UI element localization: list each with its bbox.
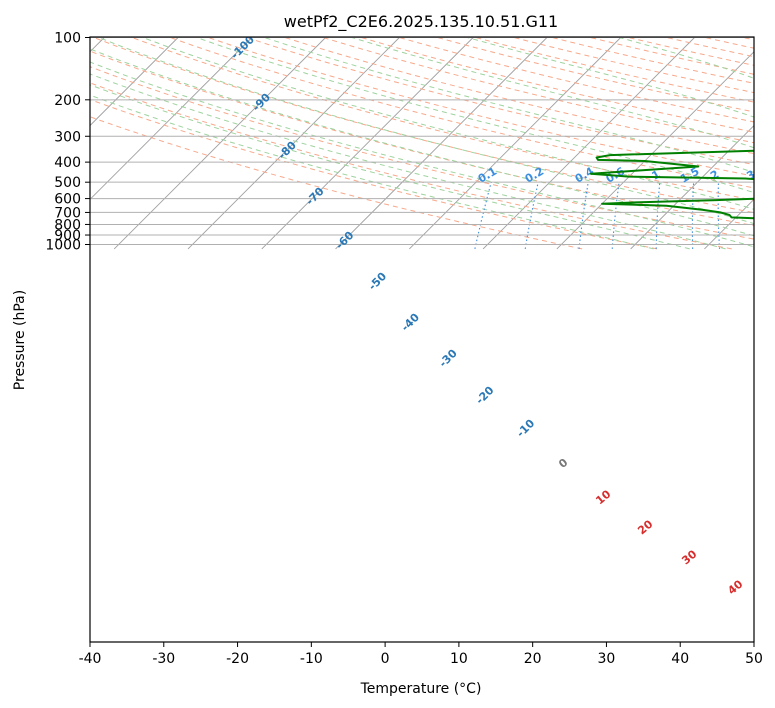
dry-adiabat-line [131, 37, 754, 201]
moist-adiabat-line [98, 37, 754, 225]
dry-adiabat-label: 20 [635, 517, 655, 537]
mixing-ratio-label: 3 [744, 168, 757, 183]
plot-frame [89, 36, 755, 643]
x-tick-label: 40 [671, 651, 689, 667]
background-lines [0, 37, 759, 250]
moist-adiabat-line [90, 94, 654, 250]
dry-adiabat-line [90, 99, 658, 250]
moist-adiabat-line [90, 73, 726, 250]
pressure-gridlines [90, 37, 754, 245]
chart-title: wetPf2_C2E6.2025.135.10.51.G11 [284, 12, 558, 32]
dry-adiabat-line [170, 37, 754, 189]
isotherm-line [704, 198, 754, 250]
y-tick-label: 300 [54, 129, 81, 145]
x-tick-label: 0 [381, 651, 390, 667]
isotherm-label: -60 [333, 228, 356, 251]
dry-adiabat-label: 10 [593, 487, 613, 507]
isotherm-line [630, 124, 754, 250]
isotherm-line [0, 38, 31, 249]
dry-adiabat-line [322, 37, 754, 144]
x-tick-label: -20 [226, 651, 249, 667]
moist-adiabat-line [142, 37, 754, 210]
mixing-ratio-line [691, 182, 695, 249]
isotherm-line [335, 37, 548, 250]
x-tick-label: -40 [79, 651, 102, 667]
x-tick-label: -10 [300, 651, 323, 667]
mixing-ratio-line [611, 182, 620, 249]
y-tick-label: 200 [54, 93, 81, 109]
mixing-ratio-line [474, 182, 492, 250]
dry-adiabat-line [93, 37, 754, 214]
isotherm-line [113, 37, 326, 250]
y-tick-label: 800 [54, 217, 81, 233]
isotherm-label: -50 [366, 269, 389, 292]
moist-adiabat-line [90, 84, 690, 250]
dewpoint-profile [589, 149, 754, 220]
background-line-labels: 0.10.20.40.611.52346810131620253036-100-… [228, 37, 775, 597]
mixing-ratio-line [524, 182, 539, 250]
y-tick-label: 100 [54, 31, 81, 47]
moist-adiabat-line [467, 37, 754, 118]
x-tick-label: 30 [598, 651, 616, 667]
isotherm-label: -30 [437, 346, 460, 369]
x-axis-ticks: -40 -30 -20 -10 0 10 20 30 40 50 [79, 642, 763, 667]
isotherm-label: -80 [276, 138, 299, 161]
moist-adiabat-line [196, 37, 754, 194]
mixing-ratio-line [655, 182, 661, 249]
isotherm-line [409, 37, 622, 250]
isotherm-label: -40 [399, 310, 422, 333]
mixing-ratio-line [717, 182, 721, 249]
moist-adiabat-line [90, 48, 754, 237]
x-tick-label: 20 [524, 651, 542, 667]
mixing-ratio-line [578, 182, 589, 249]
mixing-ratio-label: 4 [771, 167, 775, 182]
profile-lines [589, 149, 754, 220]
y-tick-label: 400 [54, 155, 81, 171]
x-tick-label: 50 [745, 651, 763, 667]
x-tick-label: -30 [152, 651, 175, 667]
moist-adiabat-line [90, 61, 754, 248]
dry-adiabat-line [90, 66, 754, 240]
mixing-ratio-line [755, 182, 759, 249]
x-tick-label: 10 [450, 651, 468, 667]
dry-adiabat-line [284, 37, 754, 155]
y-tick-label: 700 [54, 205, 81, 221]
dry-adiabat-line [90, 50, 754, 227]
isotherm-line [556, 51, 754, 250]
moist-adiabat-line [264, 37, 754, 173]
isotherm-label: -10 [514, 416, 537, 439]
isotherm-line [90, 37, 253, 200]
y-tick-label: 600 [54, 192, 81, 208]
isotherm-line [90, 37, 179, 127]
isotherm-line [187, 37, 400, 250]
isotherm-line [261, 37, 474, 250]
x-axis-label: Temperature (°C) [360, 681, 482, 697]
dry-adiabat-label: 40 [725, 577, 745, 597]
isotherm-label: -20 [473, 383, 496, 406]
y-axis-label: Pressure (hPa) [12, 290, 28, 390]
dry-adiabat-line [208, 37, 754, 177]
y-tick-label: 500 [54, 175, 81, 191]
dry-adiabat-line [666, 37, 754, 58]
y-tick-label: 1000 [45, 238, 81, 254]
dry-adiabat-label: 30 [679, 547, 699, 567]
mixing-ratio-label: 2 [708, 168, 721, 183]
isotherm-line [90, 37, 105, 53]
dry-adiabat-label: 0 [556, 456, 570, 471]
dry-adiabat-line [90, 82, 732, 250]
dry-adiabat-line [246, 37, 754, 166]
y-tick-label: 900 [54, 228, 81, 244]
